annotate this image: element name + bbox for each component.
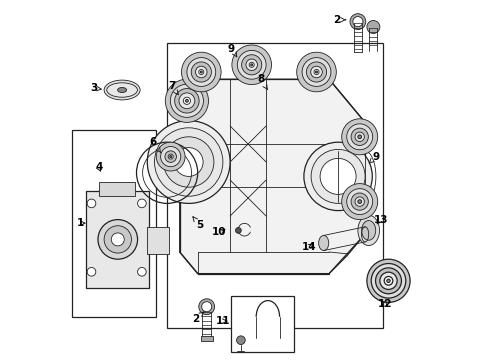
- Ellipse shape: [318, 235, 328, 251]
- Circle shape: [341, 184, 377, 220]
- Text: 11: 11: [215, 316, 230, 326]
- Text: 5: 5: [193, 217, 203, 230]
- Circle shape: [350, 193, 367, 210]
- Circle shape: [201, 302, 211, 312]
- Circle shape: [302, 58, 330, 86]
- Circle shape: [370, 264, 405, 298]
- Circle shape: [165, 79, 208, 122]
- Text: 14: 14: [302, 242, 316, 252]
- Circle shape: [366, 259, 409, 302]
- Ellipse shape: [357, 215, 379, 246]
- Circle shape: [200, 71, 202, 73]
- Circle shape: [147, 121, 230, 203]
- Text: 4: 4: [95, 162, 102, 172]
- Circle shape: [170, 84, 203, 117]
- Circle shape: [154, 128, 223, 196]
- Circle shape: [164, 151, 176, 162]
- Text: 7: 7: [168, 81, 178, 95]
- Circle shape: [169, 156, 171, 158]
- Circle shape: [231, 45, 271, 85]
- Circle shape: [313, 69, 318, 75]
- Ellipse shape: [361, 221, 375, 240]
- Circle shape: [349, 14, 365, 30]
- Circle shape: [250, 64, 252, 66]
- Circle shape: [379, 272, 396, 289]
- Bar: [99, 182, 134, 196]
- Circle shape: [111, 233, 124, 246]
- Text: 6: 6: [149, 137, 160, 152]
- Circle shape: [245, 59, 257, 71]
- Text: 10: 10: [212, 227, 226, 237]
- Circle shape: [350, 128, 367, 145]
- Circle shape: [87, 267, 96, 276]
- Circle shape: [354, 132, 364, 141]
- Text: 9: 9: [368, 152, 379, 163]
- Circle shape: [87, 199, 96, 208]
- Circle shape: [137, 199, 146, 208]
- Text: 2: 2: [332, 15, 345, 25]
- Circle shape: [354, 197, 364, 206]
- Circle shape: [306, 62, 326, 82]
- Circle shape: [183, 97, 190, 104]
- Circle shape: [249, 62, 254, 67]
- Circle shape: [386, 279, 389, 283]
- Circle shape: [179, 93, 194, 109]
- Circle shape: [156, 142, 185, 171]
- Circle shape: [366, 21, 379, 33]
- Bar: [86, 191, 149, 288]
- Circle shape: [241, 55, 261, 75]
- Bar: [230, 296, 293, 352]
- Circle shape: [104, 226, 131, 253]
- Text: 3: 3: [90, 83, 101, 93]
- Circle shape: [137, 267, 146, 276]
- Circle shape: [296, 52, 336, 92]
- Circle shape: [168, 154, 173, 159]
- Circle shape: [160, 147, 181, 167]
- Polygon shape: [179, 79, 365, 274]
- Ellipse shape: [117, 87, 126, 93]
- Text: 8: 8: [257, 74, 267, 89]
- Circle shape: [195, 66, 206, 78]
- Circle shape: [346, 189, 372, 215]
- Circle shape: [181, 52, 221, 92]
- Text: 12: 12: [377, 299, 391, 309]
- Circle shape: [303, 142, 371, 211]
- Text: 13: 13: [372, 215, 387, 225]
- Bar: [167, 43, 382, 328]
- Circle shape: [346, 124, 372, 150]
- Bar: [72, 130, 156, 317]
- Circle shape: [375, 268, 401, 294]
- Circle shape: [341, 119, 377, 155]
- Text: 9: 9: [227, 44, 236, 57]
- Ellipse shape: [106, 83, 137, 97]
- Circle shape: [186, 58, 215, 86]
- Circle shape: [163, 137, 213, 187]
- Circle shape: [315, 71, 317, 73]
- Circle shape: [235, 228, 241, 233]
- Circle shape: [199, 299, 214, 315]
- Circle shape: [236, 336, 244, 345]
- Ellipse shape: [104, 80, 140, 100]
- Text: 2: 2: [192, 311, 204, 324]
- Bar: [200, 336, 212, 341]
- Circle shape: [352, 17, 362, 27]
- Bar: [147, 227, 168, 254]
- Text: 1: 1: [77, 218, 85, 228]
- Circle shape: [199, 69, 203, 75]
- Circle shape: [237, 50, 265, 79]
- Circle shape: [320, 158, 355, 194]
- Bar: [337, 151, 365, 202]
- Circle shape: [185, 99, 188, 102]
- Circle shape: [174, 89, 199, 113]
- Circle shape: [310, 66, 322, 78]
- Circle shape: [384, 276, 392, 285]
- Circle shape: [191, 62, 211, 82]
- Circle shape: [98, 220, 137, 259]
- Circle shape: [357, 200, 361, 203]
- Circle shape: [310, 149, 365, 203]
- Circle shape: [174, 148, 203, 176]
- Circle shape: [357, 135, 361, 139]
